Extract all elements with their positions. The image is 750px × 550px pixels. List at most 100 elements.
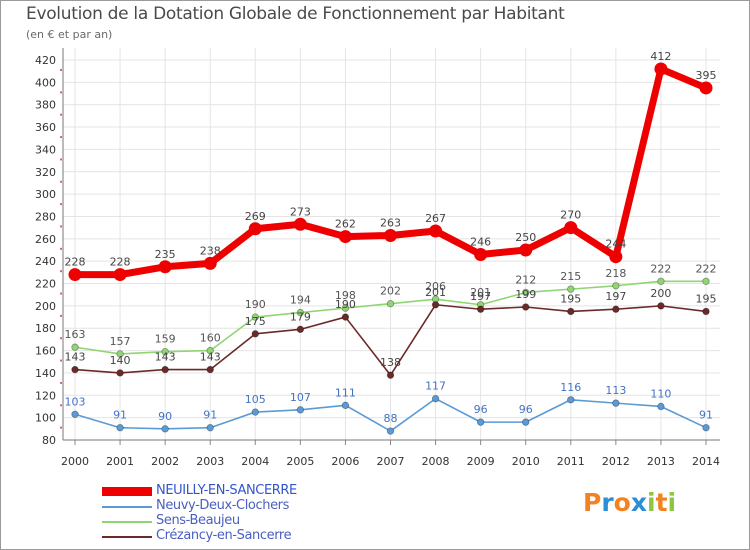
- data-label-2: 215: [560, 270, 581, 283]
- series-point-1: [161, 425, 169, 433]
- series-point-1: [386, 427, 395, 435]
- data-label-2: 201: [470, 286, 491, 299]
- y-tick-label: 240: [35, 255, 56, 268]
- x-tick-label: 2012: [602, 455, 630, 468]
- x-tick-label: 2001: [106, 455, 134, 468]
- series-point-2: [522, 288, 530, 297]
- y-tick-label: 140: [35, 367, 56, 380]
- data-label-2: 202: [380, 285, 401, 298]
- data-label-2: 212: [515, 273, 536, 286]
- x-tick-label: 2002: [151, 455, 179, 468]
- series-point-3: [296, 325, 305, 334]
- data-label-0: 228: [65, 256, 86, 269]
- series-point-3: [71, 365, 79, 374]
- data-label-3: 143: [155, 351, 176, 364]
- series-point-1: [476, 418, 485, 426]
- data-label-3: 201: [425, 286, 446, 299]
- y-axis-marker: [60, 91, 62, 94]
- y-axis-marker: [60, 203, 62, 206]
- data-label-0: 263: [380, 216, 401, 229]
- y-axis-marker: [60, 404, 62, 407]
- data-label-2: 160: [200, 332, 221, 345]
- series-point-2: [161, 348, 169, 356]
- series-point-3: [386, 371, 395, 379]
- y-tick-label: 420: [35, 54, 56, 67]
- data-label-2: 198: [335, 289, 356, 302]
- data-label-3: 195: [696, 292, 717, 305]
- data-label-0: 250: [515, 231, 536, 244]
- series-point-0: [564, 221, 578, 235]
- data-label-0: 262: [335, 218, 356, 231]
- series-point-3: [567, 307, 575, 316]
- data-label-2: 222: [696, 262, 717, 275]
- data-label-0: 228: [110, 256, 131, 269]
- series-point-2: [251, 313, 259, 321]
- x-tick-label: 2009: [467, 455, 495, 468]
- data-label-2: 159: [155, 333, 176, 346]
- data-label-3: 138: [380, 356, 401, 369]
- y-axis-marker: [60, 225, 62, 228]
- y-tick-label: 120: [35, 389, 56, 402]
- series-point-2: [702, 277, 710, 285]
- series-point-2: [612, 282, 620, 290]
- series-point-0: [68, 268, 82, 282]
- series-point-0: [293, 217, 307, 231]
- y-axis-marker: [60, 292, 62, 295]
- series-point-3: [702, 307, 710, 316]
- y-tick-label: 80: [42, 434, 56, 447]
- data-label-2: 157: [110, 335, 131, 348]
- data-label-1: 103: [65, 395, 86, 408]
- data-label-1: 90: [158, 410, 172, 423]
- y-tick-label: 280: [35, 210, 56, 223]
- data-label-3: 195: [560, 292, 581, 305]
- legend-item: Neuvy-Deux-Clochers: [102, 498, 362, 514]
- legend-item: NEUILLY-EN-SANCERRE: [102, 483, 362, 499]
- data-label-0: 273: [290, 205, 311, 218]
- y-axis-marker: [60, 337, 62, 340]
- data-label-1: 117: [425, 380, 446, 393]
- data-label-0: 395: [696, 69, 717, 82]
- series-point-1: [522, 418, 530, 426]
- data-label-3: 179: [290, 310, 311, 323]
- x-tick-label: 2007: [377, 455, 405, 468]
- series-point-3: [612, 305, 620, 313]
- x-tick-label: 2004: [241, 455, 269, 468]
- data-label-0: 235: [155, 248, 176, 261]
- data-label-1: 107: [290, 391, 311, 404]
- series-point-1: [116, 424, 124, 432]
- data-label-0: 270: [560, 209, 581, 222]
- series-point-2: [657, 277, 665, 285]
- series-point-1: [251, 408, 259, 416]
- series-point-1: [431, 394, 440, 403]
- data-label-1: 91: [113, 409, 127, 422]
- series-point-0: [203, 256, 217, 270]
- x-tick-label: 2003: [196, 455, 224, 468]
- series-point-0: [158, 260, 172, 274]
- series-point-2: [341, 304, 350, 312]
- series-point-2: [206, 346, 214, 355]
- y-axis-marker: [60, 426, 62, 429]
- series-point-2: [386, 299, 395, 308]
- x-tick-label: 2005: [286, 455, 314, 468]
- series-point-0: [609, 250, 623, 264]
- series-point-1: [206, 424, 214, 432]
- data-label-3: 175: [245, 315, 266, 328]
- x-tick-label: 2013: [647, 455, 675, 468]
- y-tick-label: 200: [35, 300, 56, 313]
- y-tick-label: 380: [35, 99, 56, 112]
- y-axis-marker: [60, 136, 62, 139]
- y-axis-marker: [60, 158, 62, 161]
- y-tick-label: 100: [35, 412, 56, 425]
- series-point-0: [474, 247, 488, 261]
- y-tick-label: 160: [35, 345, 56, 358]
- data-label-3: 197: [605, 290, 626, 303]
- series-point-3: [476, 305, 485, 313]
- data-label-3: 199: [515, 288, 536, 301]
- data-label-2: 194: [290, 294, 311, 307]
- x-tick-label: 2014: [692, 455, 720, 468]
- legend-swatch: [102, 506, 152, 508]
- series-point-2: [71, 343, 79, 351]
- data-label-3: 143: [200, 351, 221, 364]
- series-point-1: [296, 406, 305, 414]
- data-label-1: 96: [519, 403, 533, 416]
